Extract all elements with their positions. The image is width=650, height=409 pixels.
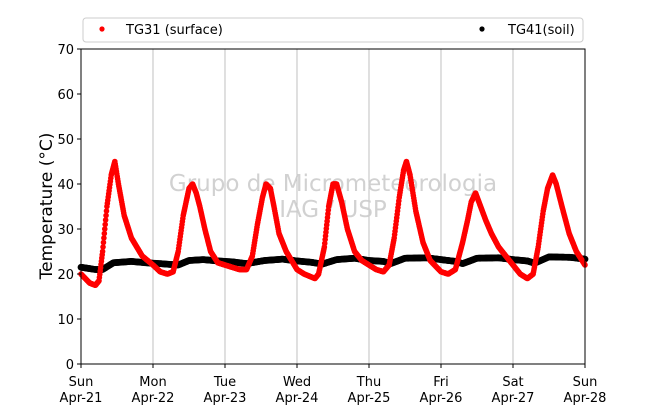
grid-layer: [152, 49, 514, 364]
y-tick-label: 20: [57, 268, 74, 283]
y-tick-label: 70: [57, 43, 74, 58]
x-tick-day: Mon: [139, 375, 166, 390]
surface-point: [100, 244, 106, 250]
x-tick-day: Sat: [502, 375, 523, 390]
surface-point: [100, 239, 107, 246]
x-tick-date: Apr-26: [420, 391, 463, 406]
x-tick-date: Apr-25: [348, 391, 391, 406]
legend-marker-surface: [99, 26, 105, 32]
x-tick-day: Sun: [69, 375, 94, 390]
y-tick-label: 50: [57, 133, 74, 148]
y-tick-label: 60: [57, 88, 74, 103]
x-tick-date: Apr-27: [492, 391, 535, 406]
surface-point: [103, 212, 109, 219]
legend-label-soil: TG41(soil): [507, 23, 575, 38]
x-tick-date: Apr-28: [564, 391, 607, 406]
surface-point: [99, 248, 106, 255]
surface-point: [101, 226, 108, 232]
y-tick-label: 30: [57, 223, 74, 238]
legend-label-surface: TG31 (surface): [125, 23, 223, 38]
legend-box: [82, 17, 584, 43]
surface-point: [102, 217, 109, 223]
surface-point: [101, 235, 107, 241]
y-tick-label: 10: [57, 313, 74, 328]
y-tick-label: 0: [66, 358, 74, 373]
surface-point: [103, 208, 110, 214]
y-axis: 0 10 20 30 40 50 60 70: [57, 43, 81, 373]
x-axis: SunApr-21MonApr-22TueApr-23WedApr-24ThuA…: [60, 364, 607, 406]
x-tick-date: Apr-23: [204, 391, 247, 406]
plot-frame: [80, 48, 586, 365]
x-tick-day: Fri: [433, 375, 449, 390]
legend: TG31 (surface) TG41(soil): [82, 17, 584, 43]
surface-point: [101, 230, 108, 237]
watermark-line: IAG / USP: [279, 197, 387, 223]
x-tick-date: Apr-24: [276, 391, 319, 406]
x-tick-date: Apr-21: [60, 391, 103, 406]
x-tick-day: Sun: [573, 375, 598, 390]
legend-marker-soil: [479, 26, 485, 32]
y-axis-label: Temperature (°C): [37, 133, 57, 281]
x-tick-date: Apr-22: [132, 391, 175, 406]
series-surface: [78, 158, 588, 289]
y-tick-label: 40: [57, 178, 74, 193]
x-tick-day: Wed: [283, 375, 311, 390]
x-tick-day: Thu: [356, 375, 381, 390]
x-tick-day: Tue: [213, 375, 236, 390]
surface-point: [102, 221, 108, 228]
